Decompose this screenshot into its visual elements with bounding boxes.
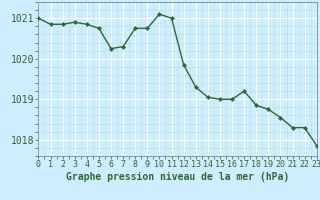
X-axis label: Graphe pression niveau de la mer (hPa): Graphe pression niveau de la mer (hPa): [66, 172, 289, 182]
